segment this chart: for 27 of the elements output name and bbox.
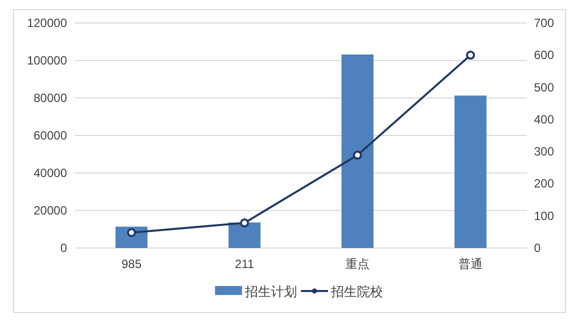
y-tick-label: 120000	[26, 16, 68, 30]
y2-tick-label: 400	[534, 112, 554, 126]
x-tick-label: 211	[234, 257, 254, 271]
y2-tick-label: 200	[534, 176, 554, 191]
legend-label: 招生计划	[244, 284, 297, 299]
point	[240, 218, 249, 228]
y2-tick-label: 0	[534, 241, 541, 255]
x-tick-label: 普通	[458, 257, 482, 271]
y-tick-label: 100000	[26, 54, 68, 68]
y2-tick-label: 300	[534, 144, 554, 159]
y2-tick-label: 700	[534, 16, 554, 30]
bar	[454, 96, 486, 248]
y2-tick-label: 500	[534, 80, 554, 94]
point	[353, 150, 362, 160]
y-tick-label: 20000	[34, 204, 68, 218]
x-tick-label: 重点	[346, 257, 370, 271]
y-tick-label: 80000	[34, 91, 68, 105]
y2-tick-label: 100	[534, 208, 554, 223]
y-tick-label: 60000	[34, 128, 68, 142]
y-tick-label: 0	[60, 241, 68, 255]
x-tick-label: 985	[121, 257, 142, 271]
legend-label: 招生院校	[330, 284, 383, 299]
point	[466, 50, 475, 60]
bar	[342, 54, 374, 248]
y-tick-label: 40000	[34, 166, 68, 180]
y2-tick-label: 600	[534, 48, 554, 62]
bar	[228, 222, 260, 248]
